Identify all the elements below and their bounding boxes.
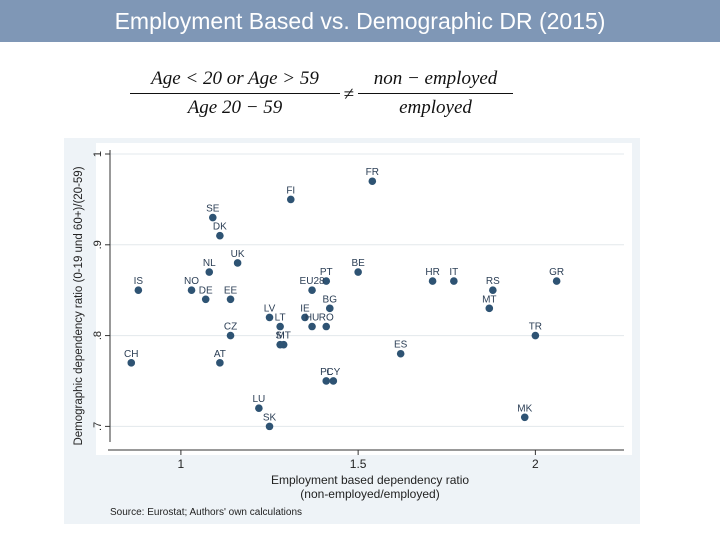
formula: Age < 20 or Age > 59 Age 20 − 59 ≠ non −…	[130, 64, 520, 128]
point-mt	[485, 304, 494, 313]
point-label-si: SI	[275, 331, 284, 342]
point-ie	[301, 313, 309, 322]
point-label-fr: FR	[366, 167, 379, 178]
point-dk	[216, 231, 224, 240]
point-ro	[322, 322, 331, 331]
point-rs	[489, 286, 497, 294]
point-label-it: IT	[449, 267, 458, 278]
point-label-no: NO	[184, 276, 199, 287]
point-label-sk: SK	[263, 412, 277, 423]
point-no	[187, 286, 196, 294]
point-mk	[520, 413, 529, 422]
y-tick-label: .7	[92, 422, 104, 431]
point-label-is: IS	[134, 276, 144, 287]
slide-title: Employment Based vs. Demographic DR (201…	[0, 0, 720, 42]
point-label-fi: FI	[286, 185, 295, 196]
point-fr	[368, 177, 377, 186]
point-at	[216, 359, 224, 367]
point-cz	[226, 331, 235, 340]
point-uk	[233, 259, 242, 267]
formula-left-numerator: Age < 20 or Age > 59	[151, 68, 319, 89]
point-hr	[428, 277, 437, 285]
point-fi	[286, 195, 295, 204]
point-lu	[255, 404, 263, 413]
point-ch	[127, 359, 136, 367]
point-label-mt: MT	[482, 294, 496, 305]
point-label-gr: GR	[549, 267, 564, 278]
point-lt	[276, 322, 284, 331]
plot-area	[96, 143, 632, 455]
point-label-se: SE	[206, 204, 220, 215]
point-be	[354, 268, 362, 276]
point-hu	[308, 322, 316, 331]
x-tick-label: 2	[532, 457, 539, 471]
point-label-de: DE	[199, 285, 213, 296]
point-it	[450, 277, 458, 285]
y-axis-label: Demographic dependency ratio (0-19 und 6…	[73, 166, 85, 445]
formula-right-numerator: non − employed	[373, 68, 498, 89]
x-tick-label: 1	[178, 457, 185, 471]
point-label-dk: DK	[213, 222, 227, 233]
formula-right-denominator: employed	[358, 93, 513, 119]
point-se	[209, 213, 217, 222]
point-gr	[552, 277, 561, 285]
y-tick-label: .8	[92, 331, 104, 340]
point-label-lu: LU	[252, 394, 265, 405]
point-cy	[329, 377, 338, 385]
x-axis-sublabel: (non-employed/employed)	[300, 487, 439, 501]
point-label-bg: BG	[323, 294, 338, 305]
point-lv	[265, 313, 274, 322]
point-pt	[322, 277, 331, 285]
point-label-eu28: EU28	[300, 276, 325, 287]
point-label-nl: NL	[203, 258, 216, 269]
point-label-cy: CY	[326, 367, 340, 378]
point-label-lv: LV	[264, 303, 276, 314]
formula-right-fraction: non − employed employed	[358, 68, 513, 119]
point-label-ee: EE	[224, 285, 238, 296]
point-pl	[322, 377, 331, 385]
point-label-be: BE	[351, 258, 365, 269]
point-tr	[531, 331, 540, 340]
point-bg	[325, 304, 334, 313]
grid-lines	[110, 153, 624, 427]
formula-left-fraction: Age < 20 or Age > 59 Age 20 − 59	[130, 68, 340, 119]
data-points: FR FI SE DK UK NL BE PT HR IT GR IS NO EU28 RS DE EE BG IE…	[124, 167, 564, 431]
x-tick-label: 1.5	[350, 457, 367, 471]
point-es	[396, 349, 405, 358]
source-note: Source: Eurostat; Authors' own calculati…	[110, 507, 302, 518]
y-tick-label: 1	[92, 151, 104, 157]
point-de	[201, 295, 210, 304]
point-eu28	[308, 286, 316, 294]
point-label-mk: MK	[517, 403, 532, 414]
point-label-cz: CZ	[224, 322, 237, 333]
axes: .7 .8 .9 1 1 1.5 2	[92, 150, 624, 471]
point-label-rs: RS	[486, 276, 500, 287]
point-si	[276, 340, 284, 349]
point-sk	[265, 422, 274, 431]
formula-not-equal-sign: ≠	[343, 84, 355, 105]
point-label-lt: LT	[275, 313, 286, 324]
point-label-mt: MT	[276, 331, 290, 342]
formula-left-denominator: Age 20 − 59	[130, 93, 340, 119]
y-tick-label: .9	[92, 240, 104, 249]
point-label-ch: CH	[124, 349, 138, 360]
chart-svg: .7 .8 .9 1 1 1.5 2 FR FI SE DK UK NL BE PT HR IT GR IS NO E…	[64, 138, 640, 524]
point-label-pl: PL	[320, 367, 333, 378]
point-label-pt: PT	[320, 267, 333, 278]
point-label-ro: RO	[319, 313, 334, 324]
x-axis-label: Employment based dependency ratio	[271, 473, 469, 487]
point-label-tr: TR	[529, 322, 542, 333]
scatter-chart: .7 .8 .9 1 1 1.5 2 FR FI SE DK UK NL BE PT HR IT GR IS NO E…	[64, 138, 640, 524]
point-label-uk: UK	[231, 249, 245, 260]
point-is	[134, 286, 143, 294]
point-ee	[226, 295, 235, 304]
point-label-hr: HR	[425, 267, 439, 278]
point-label-at: AT	[214, 349, 226, 360]
point-label-hu: HU	[305, 313, 319, 324]
point-label-es: ES	[394, 340, 408, 351]
point-nl	[205, 268, 214, 276]
point-label-ie: IE	[300, 303, 310, 314]
